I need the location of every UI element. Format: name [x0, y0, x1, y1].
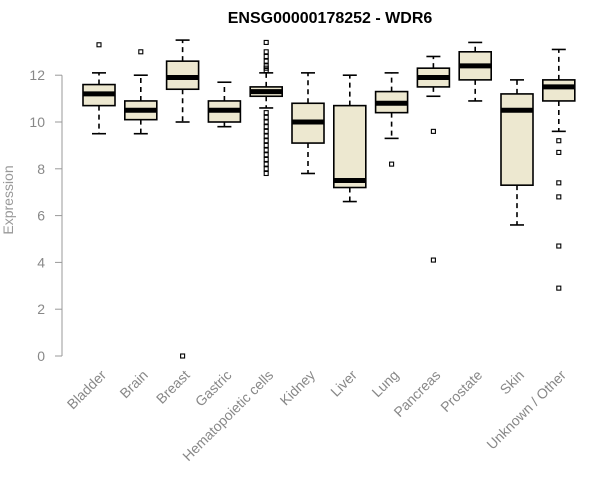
- chart-title: ENSG00000178252 - WDR6: [228, 10, 433, 27]
- x-tick-label: Bladder: [64, 367, 110, 413]
- y-tick-label: 4: [37, 254, 45, 270]
- outlier-point: [263, 53, 269, 60]
- box-group: [82, 39, 576, 359]
- y-tick-label: 2: [37, 301, 45, 317]
- box-kidney: [291, 72, 325, 175]
- x-tick-label: Prostate: [437, 367, 485, 415]
- outlier-point: [263, 152, 269, 158]
- outlier-point: [556, 194, 562, 200]
- outlier-point: [389, 161, 395, 167]
- x-tick-label: Breast: [153, 367, 193, 407]
- box-hematopoietic-cells: [249, 39, 283, 177]
- iqr-box: [541, 79, 576, 102]
- x-tick-label: Unknown / Other: [483, 367, 569, 453]
- outlier-point: [263, 110, 269, 116]
- box-skin: [500, 79, 534, 226]
- y-tick-label: 8: [37, 161, 45, 177]
- outlier-point: [263, 138, 269, 144]
- outlier-point: [263, 58, 269, 64]
- outlier-point: [430, 257, 436, 263]
- outlier-point: [96, 42, 102, 48]
- outlier-point: [556, 180, 562, 186]
- outlier-point: [138, 49, 144, 55]
- outlier-point: [263, 124, 269, 130]
- outlier-point: [263, 39, 269, 45]
- outlier-point: [263, 161, 269, 167]
- box-breast: [165, 39, 200, 359]
- y-tick-label: 12: [29, 67, 45, 83]
- y-axis: 0 2 4 6 8 10 12: [29, 67, 63, 364]
- x-tick-label: Liver: [327, 367, 360, 400]
- x-tick-label: Skin: [497, 367, 528, 398]
- box-pancreas: [416, 55, 451, 263]
- x-tick-label: Brain: [116, 367, 150, 401]
- y-axis-label: Expression: [0, 165, 16, 234]
- iqr-box: [332, 104, 367, 189]
- outlier-point: [263, 166, 269, 172]
- outlier-point: [263, 67, 269, 74]
- y-tick-label: 10: [29, 114, 45, 130]
- outlier-point: [556, 138, 562, 144]
- box-liver: [332, 74, 367, 203]
- outlier-point: [263, 119, 269, 125]
- outlier-point: [263, 114, 269, 120]
- iqr-box: [500, 93, 534, 186]
- outlier-point: [556, 285, 562, 291]
- outlier-point: [263, 142, 269, 148]
- outlier-point: [556, 149, 562, 155]
- box-gastric: [207, 81, 242, 128]
- box-lung: [374, 72, 409, 167]
- x-tick-label: Lung: [368, 367, 401, 400]
- outlier-point: [263, 170, 269, 177]
- box-bladder: [82, 42, 116, 135]
- y-tick-label: 0: [37, 348, 45, 364]
- box-prostate: [458, 41, 493, 102]
- outlier-point: [263, 133, 269, 139]
- outlier-point: [263, 147, 269, 153]
- outlier-point: [263, 49, 269, 55]
- outlier-point: [180, 353, 186, 359]
- outlier-point: [263, 128, 269, 134]
- outlier-point: [263, 156, 269, 162]
- outlier-point: [430, 128, 436, 134]
- box-unknown-other: [541, 48, 576, 291]
- y-tick-label: 6: [37, 208, 45, 224]
- outlier-point: [556, 243, 562, 249]
- x-tick-label: Kidney: [277, 367, 319, 409]
- box-brain: [124, 49, 158, 135]
